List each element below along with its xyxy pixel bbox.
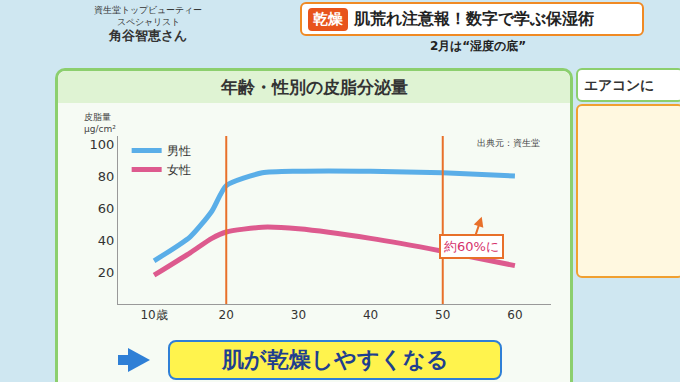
svg-text:50: 50 [435,308,450,322]
svg-text:約60%に: 約60%に [444,239,499,254]
svg-text:30: 30 [291,308,306,322]
svg-text:女性: 女性 [167,163,191,177]
html-text:エアコンに: エアコンに [584,77,654,93]
html-text:肌が乾燥しやすくなる: 肌が乾燥しやすくなる [221,347,449,372]
html-text:年齢・性別の皮脂分泌量: 年齢・性別の皮脂分泌量 [220,77,408,97]
html-text:乾燥: 乾燥 [313,9,343,28]
html-text:角谷智恵さん: 角谷智恵さん [109,28,187,43]
svg-text:40: 40 [363,308,378,322]
svg-text:40: 40 [98,233,115,248]
html-text:2月は“湿度の底”: 2月は“湿度の底” [430,39,527,53]
html-text:資生堂トップビューティー: 資生堂トップビューティー [94,5,202,15]
svg-text:20: 20 [98,265,115,280]
svg-text:60: 60 [98,201,115,216]
svg-text:10歳: 10歳 [140,308,167,322]
svg-text:80: 80 [98,169,115,184]
html-text:肌荒れ注意報！数字で学ぶ保湿術: 肌荒れ注意報！数字で学ぶ保湿術 [354,8,594,28]
svg-text:男性: 男性 [167,144,191,158]
svg-text:100: 100 [90,137,115,152]
html-text:スペシャリスト: スペシャリスト [116,17,180,27]
svg-text:皮脂量μg/cm²: 皮脂量μg/cm² [84,112,116,134]
svg-text:60: 60 [507,308,522,322]
svg-text:出典元：資生堂: 出典元：資生堂 [477,138,540,148]
svg-text:20: 20 [219,308,234,322]
